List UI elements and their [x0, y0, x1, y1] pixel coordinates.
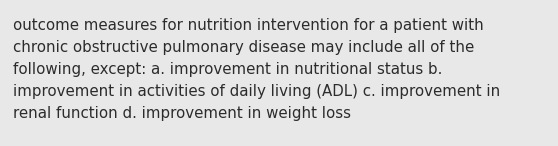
Text: improvement in activities of daily living (ADL) c. improvement in: improvement in activities of daily livin…: [13, 84, 501, 99]
Text: renal function d. improvement in weight loss: renal function d. improvement in weight …: [13, 106, 351, 121]
Text: chronic obstructive pulmonary disease may include all of the: chronic obstructive pulmonary disease ma…: [13, 40, 474, 55]
Text: following, except: a. improvement in nutritional status b.: following, except: a. improvement in nut…: [13, 62, 442, 77]
Text: outcome measures for nutrition intervention for a patient with: outcome measures for nutrition intervent…: [13, 18, 484, 33]
